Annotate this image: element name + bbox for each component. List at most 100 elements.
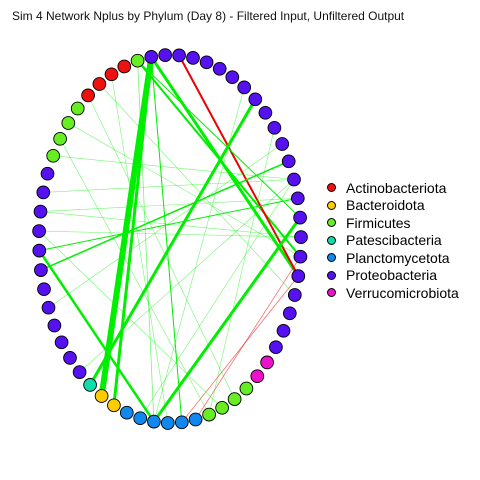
node-proteobacteria-15 — [293, 249, 308, 264]
node-verrucomicrobiota-21 — [260, 355, 274, 370]
node-firmicutes-23 — [239, 381, 254, 396]
node-proteobacteria-58 — [158, 48, 173, 62]
positive-edge-22 — [79, 179, 295, 373]
legend-label: Verrucomicrobiota — [346, 284, 459, 301]
legend-marker — [327, 253, 336, 263]
legend-label: Actinobacteriota — [346, 179, 447, 196]
legend-item-proteobacteria: Proteobacteria — [327, 267, 459, 285]
positive-edge-27 — [208, 127, 275, 415]
node-firmicutes-48 — [46, 148, 61, 163]
legend-label: Firmicutes — [346, 214, 411, 231]
node-proteobacteria-18 — [282, 306, 297, 321]
legend-item-bacteroidota: Bacteroidota — [327, 197, 459, 215]
positive-edge-11 — [137, 60, 301, 219]
positive-edge-16 — [68, 122, 301, 258]
node-proteobacteria-40 — [41, 300, 56, 315]
legend-item-planctomycetota: Planctomycetota — [327, 249, 459, 267]
node-proteobacteria-11 — [287, 172, 301, 187]
legend-item-verrucomicrobiota: Verrucomicrobiota — [327, 284, 459, 302]
positive-edge-18 — [52, 155, 295, 180]
node-bacteroidota-34 — [94, 389, 109, 403]
node-proteobacteria-17 — [287, 288, 302, 302]
node-actinobacteriota-55 — [117, 59, 132, 74]
node-firmicutes-24 — [227, 392, 242, 406]
positive-edge-8 — [38, 249, 156, 423]
node-planctomycetota-28 — [174, 415, 189, 430]
node-proteobacteria-1 — [186, 51, 200, 65]
positive-edge-23 — [48, 143, 283, 309]
node-planctomycetota-30 — [147, 414, 161, 429]
legend-item-actinobacteriota: Actinobacteriota — [327, 179, 459, 197]
node-actinobacteriota-54 — [104, 67, 119, 82]
node-patescibacteria-35 — [83, 378, 97, 392]
node-proteobacteria-12 — [290, 191, 305, 206]
positive-edge-17 — [59, 138, 210, 415]
node-proteobacteria-16 — [291, 269, 306, 283]
node-proteobacteria-42 — [34, 263, 48, 277]
node-proteobacteria-46 — [36, 185, 51, 200]
positive-edge-28 — [139, 179, 295, 419]
positive-edge-29 — [40, 198, 299, 212]
node-proteobacteria-38 — [54, 335, 69, 350]
node-verrucomicrobiota-22 — [250, 369, 265, 384]
node-firmicutes-49 — [53, 131, 67, 146]
legend-label: Planctomycetota — [346, 249, 450, 266]
node-proteobacteria-39 — [47, 318, 62, 333]
node-proteobacteria-14 — [294, 230, 308, 244]
node-firmicutes-26 — [202, 407, 216, 422]
node-planctomycetota-31 — [133, 411, 148, 426]
positive-edge-3 — [136, 59, 302, 258]
positive-edge-0 — [98, 53, 155, 399]
positive-edge-4 — [150, 56, 183, 423]
positive-edge-19 — [42, 179, 295, 193]
node-proteobacteria-45 — [33, 204, 48, 219]
positive-edge-20 — [38, 230, 223, 409]
node-proteobacteria-36 — [72, 365, 87, 379]
node-proteobacteria-9 — [275, 137, 290, 151]
node-planctomycetota-32 — [119, 405, 134, 420]
node-bacteroidota-33 — [107, 398, 121, 413]
positive-edge-1 — [112, 55, 153, 407]
node-proteobacteria-2 — [199, 55, 214, 70]
legend-marker — [327, 288, 336, 298]
node-firmicutes-56 — [130, 53, 145, 68]
legend-marker — [327, 235, 336, 245]
node-proteobacteria-8 — [267, 120, 282, 135]
legend-item-firmicutes: Firmicutes — [327, 214, 459, 232]
legend-label: Proteobacteria — [346, 267, 438, 284]
node-proteobacteria-19 — [276, 323, 291, 338]
node-proteobacteria-4 — [225, 70, 240, 85]
node-proteobacteria-13 — [293, 210, 307, 225]
node-proteobacteria-5 — [237, 80, 252, 95]
legend-label: Bacteroidota — [346, 197, 425, 214]
node-actinobacteriota-52 — [81, 88, 95, 103]
positive-edge-25 — [99, 83, 296, 296]
legend-marker — [327, 200, 336, 210]
node-layer — [32, 48, 308, 430]
positive-edge-21 — [40, 211, 302, 238]
legend-item-patescibacteria: Patescibacteria — [327, 232, 459, 250]
node-proteobacteria-43 — [32, 243, 47, 258]
node-firmicutes-51 — [70, 101, 85, 116]
positive-edge-12 — [137, 60, 155, 423]
positive-edge-30 — [38, 230, 302, 238]
positive-edge-26 — [153, 87, 245, 422]
node-proteobacteria-37 — [63, 351, 77, 365]
chart-title: Sim 4 Network Nplus by Phylum (Day 8) - … — [12, 9, 405, 23]
positive-edge-9 — [40, 160, 290, 271]
node-planctomycetota-29 — [160, 416, 175, 430]
node-firmicutes-50 — [61, 116, 76, 130]
node-proteobacteria-6 — [248, 92, 263, 107]
negative-edge-14 — [195, 256, 301, 420]
node-proteobacteria-7 — [258, 105, 273, 120]
node-planctomycetota-27 — [188, 412, 203, 427]
positive-edge-7 — [152, 216, 302, 424]
negative-edge-13 — [181, 275, 299, 423]
node-proteobacteria-57 — [144, 50, 159, 64]
phylum-legend: Actinobacteriota Bacteroidota Firmicutes… — [327, 179, 459, 302]
edge-layer — [38, 53, 302, 424]
node-proteobacteria-20 — [269, 340, 283, 355]
positive-edge-24 — [111, 74, 169, 424]
